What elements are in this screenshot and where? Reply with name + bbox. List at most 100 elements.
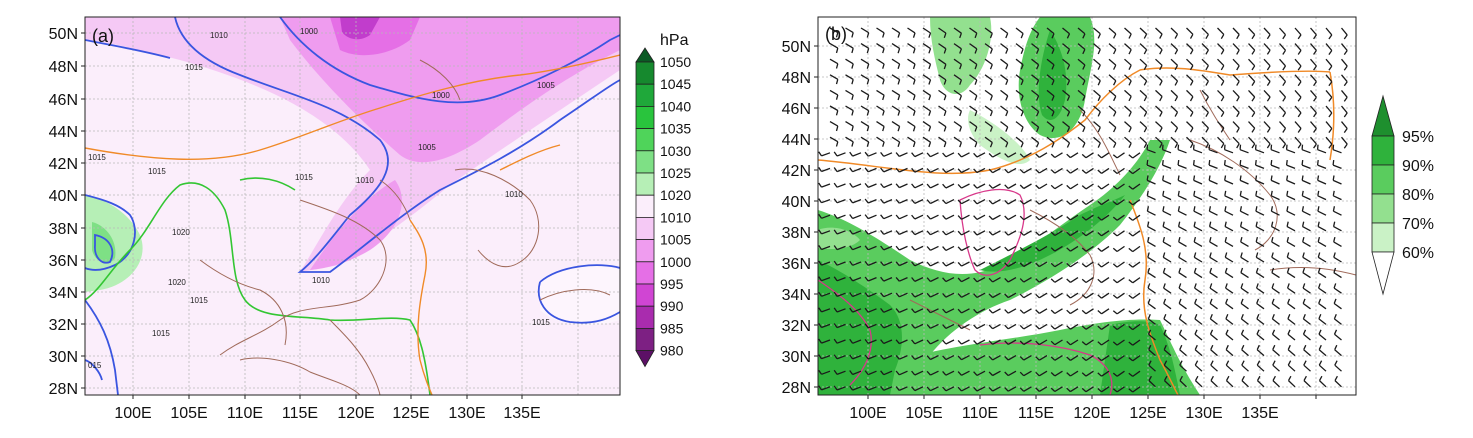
- colorbar-swatch: [636, 306, 654, 328]
- isobar-label: 1015: [190, 296, 208, 305]
- wind-barb-flag: [1163, 160, 1164, 165]
- wind-barb-flag: [1302, 191, 1303, 196]
- panel-label: (a): [92, 26, 114, 46]
- colorbar-level-label: 1030: [660, 143, 691, 159]
- lon-label: 125E: [392, 405, 429, 422]
- wind-barb-flag: [1240, 160, 1241, 165]
- lon-label: 105E: [905, 405, 942, 422]
- lon-label: 110E: [962, 405, 998, 422]
- colorbar-level-label: 95%: [1402, 129, 1434, 146]
- colorbar-extend-top: [636, 48, 654, 62]
- wind-barb-flag: [1178, 176, 1179, 181]
- colorbar-b-swatches: [1372, 96, 1394, 294]
- wind-barb-flag: [1225, 160, 1226, 165]
- wind-barb-flag: [1333, 160, 1334, 165]
- lat-label: 44N: [49, 124, 78, 141]
- colorbar-level-label: 70%: [1402, 216, 1434, 233]
- wind-barb-flag: [1209, 191, 1210, 196]
- colorbar-swatch: [1372, 165, 1394, 194]
- wind-barb-flag: [1302, 160, 1303, 165]
- wind-barb-flag: [1147, 176, 1148, 181]
- wind-barb-flag: [1194, 160, 1195, 165]
- colorbar-swatch: [1372, 223, 1394, 252]
- lat-label: 38N: [782, 225, 811, 242]
- lat-label: 50N: [49, 26, 78, 43]
- isobar-label: 1015: [532, 318, 550, 327]
- colorbar-b: 95%90%80%70%60%: [1372, 96, 1434, 294]
- lat-label: 30N: [49, 349, 78, 366]
- lon-labels-a: 100E 105E 110E 115E 120E 125E 130E 135E: [114, 405, 540, 422]
- wind-barb-flag: [1318, 160, 1319, 165]
- wind-barb-flag: [1194, 191, 1195, 196]
- wind-barb-flag: [1256, 176, 1257, 181]
- lon-label: 100E: [849, 405, 886, 422]
- lat-label: 46N: [49, 92, 78, 109]
- colorbar-swatch: [636, 240, 654, 262]
- colorbar-extend-bottom: [636, 351, 654, 367]
- lon-label: 135E: [1241, 405, 1278, 422]
- lat-label: 32N: [782, 318, 811, 335]
- colorbar-level-label: 1005: [660, 232, 691, 248]
- wind-barb-flag: [1318, 191, 1319, 196]
- isobar-label: 1010: [312, 276, 330, 285]
- isobar-label: 1015: [148, 167, 166, 176]
- lat-label: 48N: [49, 59, 78, 76]
- isobar-label: 1015: [88, 153, 106, 162]
- colorbar-level-label: 990: [660, 298, 684, 314]
- wind-barb-flag: [1209, 176, 1210, 181]
- colorbar-swatch: [636, 217, 654, 239]
- lon-label: 110E: [227, 405, 263, 422]
- lat-label: 48N: [782, 70, 811, 87]
- lat-label: 42N: [49, 156, 78, 173]
- lon-label: 120E: [337, 405, 374, 422]
- lon-label: 115E: [282, 405, 318, 422]
- colorbar-level-label: 1020: [660, 187, 691, 203]
- lon-label: 135E: [503, 405, 540, 422]
- panel-b-svg: (b) 50N 48N 46N 44N 42N 40N 38N 36N 34N …: [730, 0, 1473, 433]
- colorbar-level-label: 1040: [660, 98, 691, 114]
- colorbar-swatch: [636, 262, 654, 284]
- isobar-label: 1015: [295, 173, 313, 182]
- lat-label: 44N: [782, 132, 811, 149]
- lat-labels-a: 50N 48N 46N 44N 42N 40N 38N 36N 34N 32N …: [49, 26, 78, 398]
- wind-barb-flag: [1302, 176, 1303, 181]
- colorbar-swatch: [636, 151, 654, 173]
- wind-barb-flag: [1178, 160, 1179, 165]
- wind-barb-flag: [1163, 191, 1164, 196]
- colorbar-a-labels: 1050104510401035103010251020101010051000…: [660, 54, 691, 359]
- panel-a-svg: 1010 1000 1015 1000 1005 1015 1005 1015 …: [0, 0, 730, 433]
- colorbar-level-label: 1000: [660, 254, 691, 270]
- lat-label: 40N: [49, 188, 78, 205]
- colorbar-extend-bottom: [1372, 252, 1394, 294]
- isobar-label: 1015: [185, 63, 203, 72]
- wind-barb-flag: [1240, 191, 1241, 196]
- isobar-label: 015: [88, 361, 102, 370]
- isobar-label: 1010: [505, 190, 523, 199]
- isobar-label: 1005: [537, 81, 555, 90]
- pressure-field: 1010 1000 1015 1000 1005 1015 1005 1015 …: [85, 17, 620, 395]
- lat-label: 36N: [782, 256, 811, 273]
- wind-barb-flag: [1163, 176, 1164, 181]
- lat-label: 30N: [782, 349, 811, 366]
- lat-labels-b: 50N 48N 46N 44N 42N 40N 38N 36N 34N 32N …: [782, 39, 811, 397]
- lat-label: 28N: [49, 381, 78, 398]
- lon-label: 105E: [170, 405, 207, 422]
- wind-barb-flag: [1271, 176, 1272, 181]
- wind-barb-flag: [1287, 191, 1288, 196]
- colorbar-a-swatches: [636, 48, 654, 367]
- lat-label: 34N: [782, 287, 811, 304]
- wind-barb-flag: [1287, 176, 1288, 181]
- wind-barb-flag: [1271, 191, 1272, 196]
- colorbar-level-label: 90%: [1402, 158, 1434, 175]
- colorbar-level-label: 1025: [660, 165, 691, 181]
- wind-barb-flag: [1147, 160, 1148, 165]
- panel-a: 1010 1000 1015 1000 1005 1015 1005 1015 …: [0, 0, 730, 433]
- lat-label: 50N: [782, 39, 811, 56]
- wind-barb-flag: [1256, 191, 1257, 196]
- isobar-label: 1000: [432, 91, 450, 100]
- wind-barb-flag: [1333, 191, 1334, 196]
- colorbar-swatch: [636, 195, 654, 217]
- wind-barb-flag: [1147, 191, 1148, 196]
- lat-label: 40N: [782, 194, 811, 211]
- wind-barb-flag: [1178, 191, 1179, 196]
